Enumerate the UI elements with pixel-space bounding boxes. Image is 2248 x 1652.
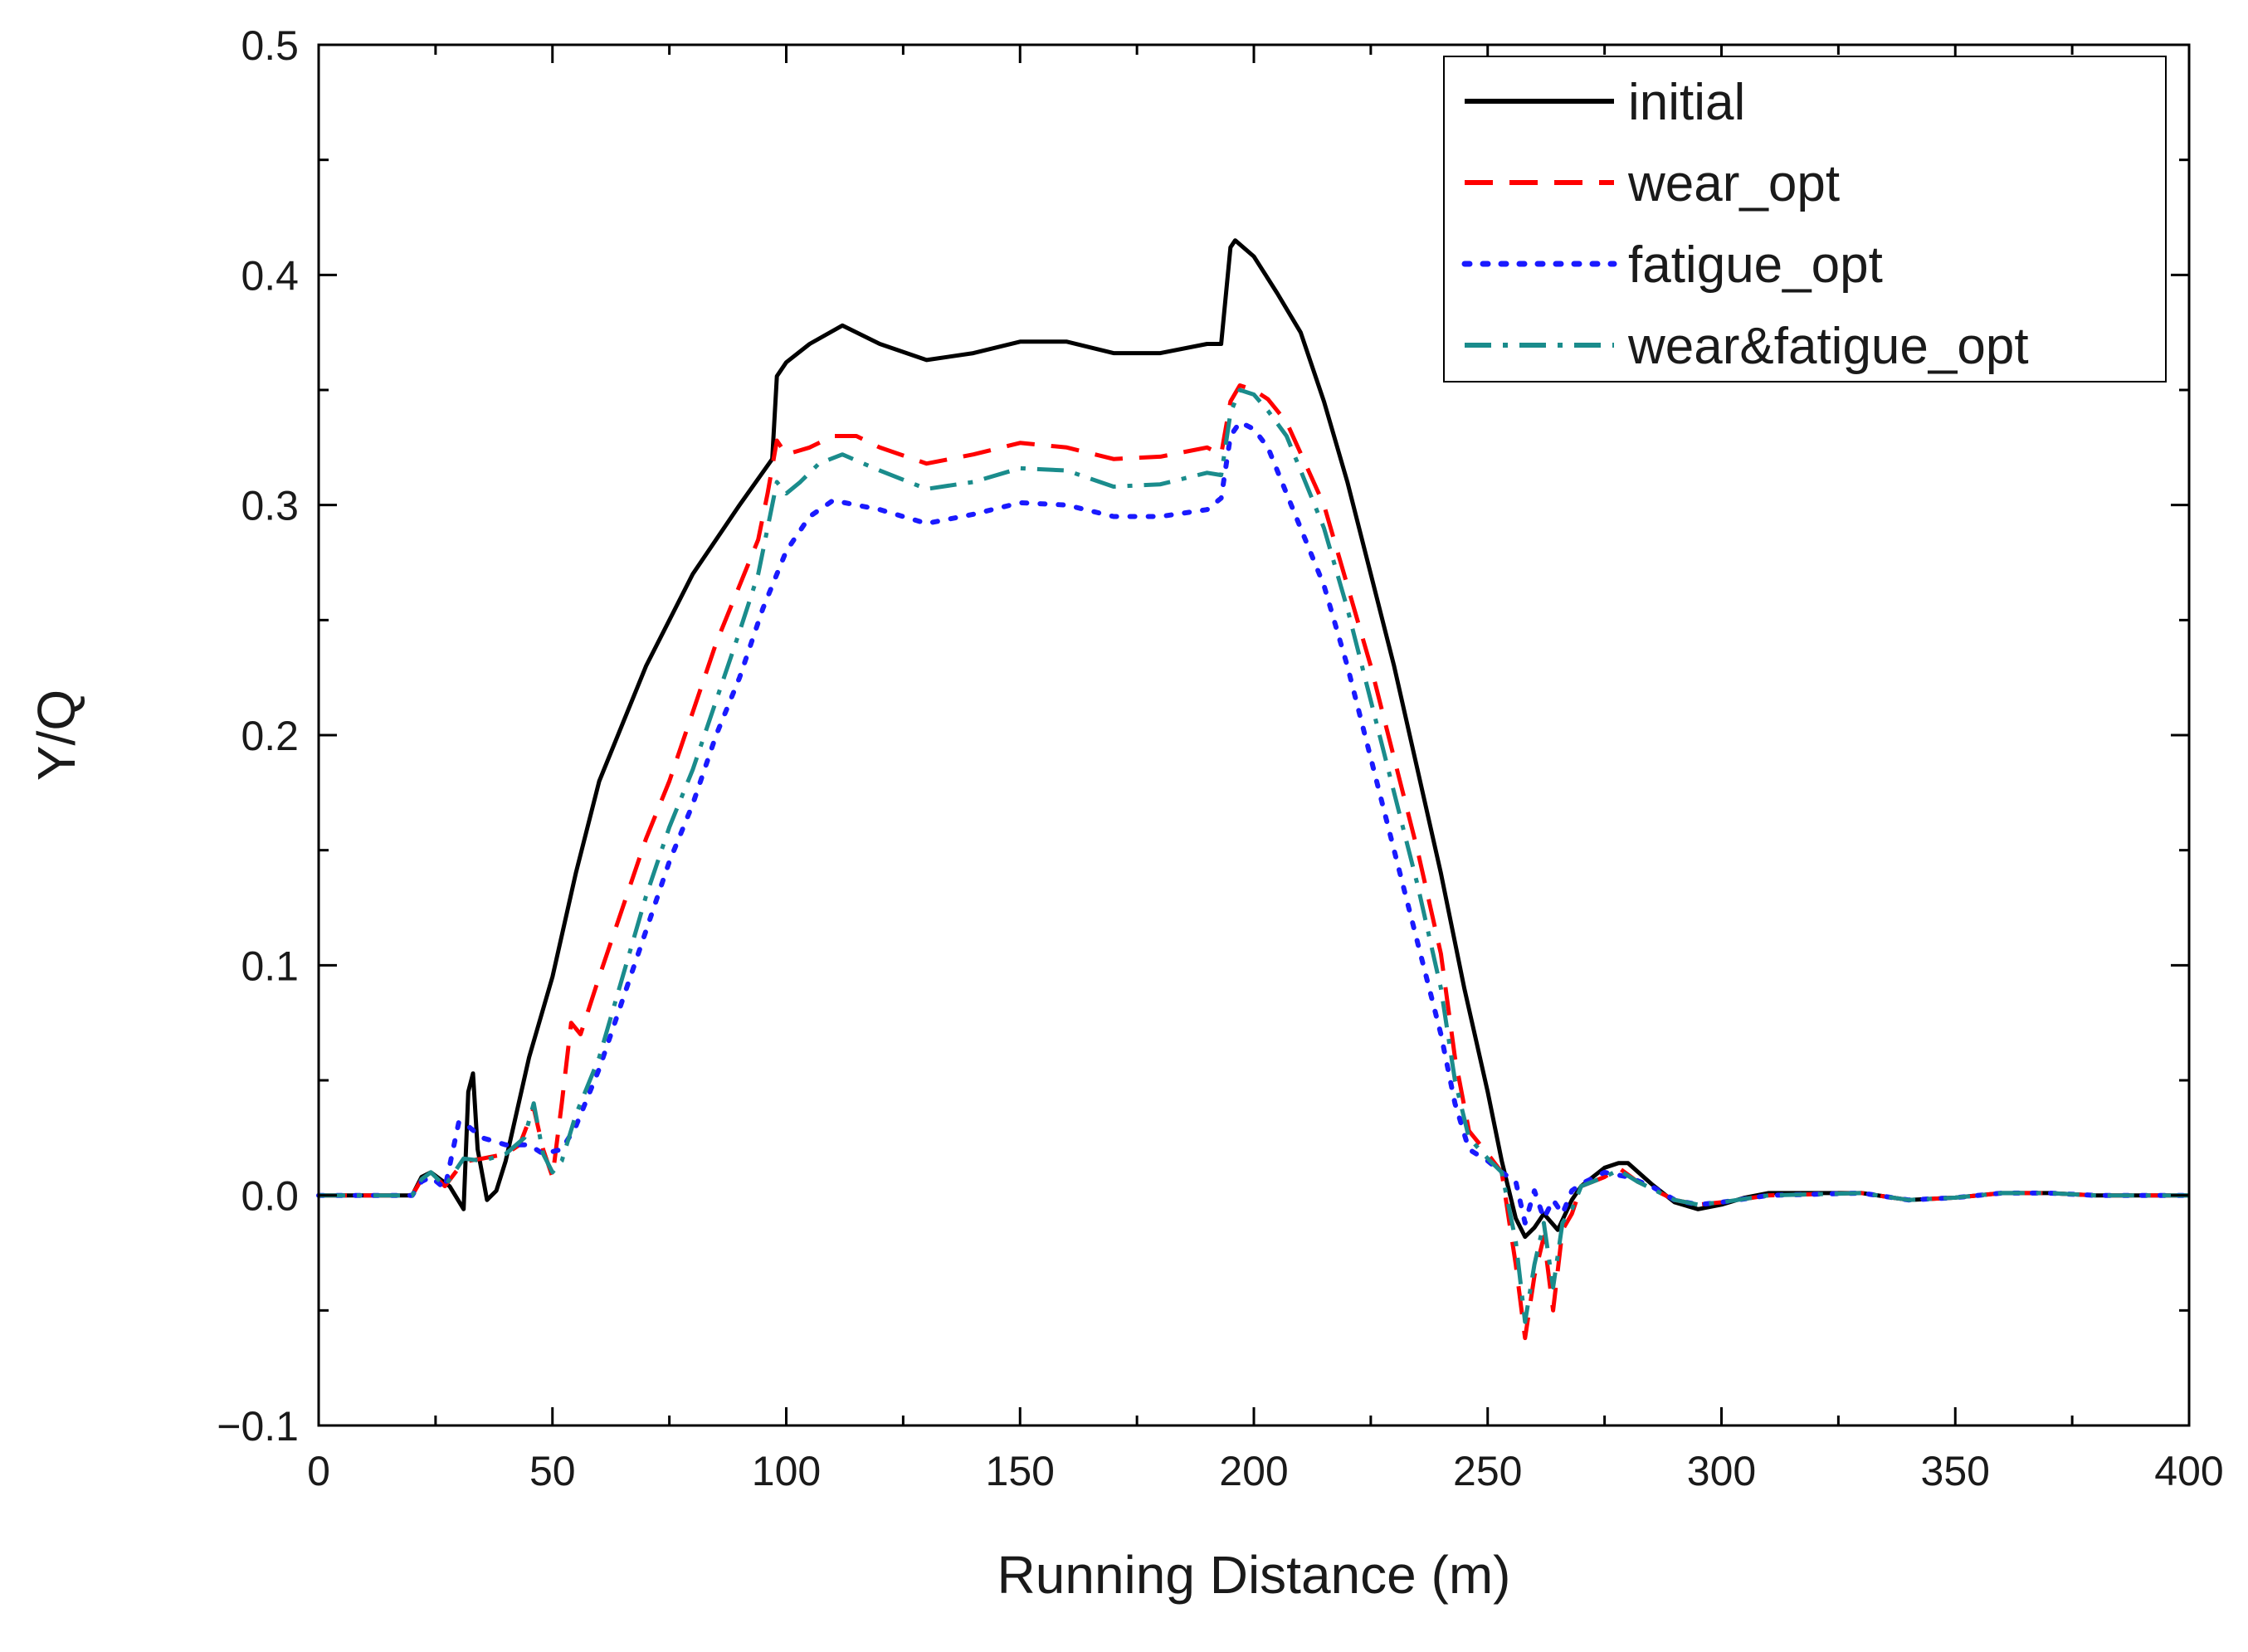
legend-label: fatigue_opt: [1628, 236, 1883, 294]
y-tick-label: 0.3: [241, 483, 299, 529]
series-line-1: [319, 383, 2189, 1341]
legend-items: initial wear_opt fatigue_opt wear&fatigue_o…: [1461, 74, 2029, 375]
legend-label: wear&fatigue_opt: [1627, 318, 2029, 375]
x-tick-label: 150: [986, 1448, 1055, 1494]
x-tick-label: 100: [752, 1448, 821, 1494]
y-tick-label: 0.0: [241, 1173, 299, 1220]
series-line-0: [319, 238, 2189, 1240]
series-layer: [316, 238, 2192, 1341]
y-tick-label: −0.1: [217, 1403, 299, 1450]
x-tick-label: 300: [1687, 1448, 1756, 1494]
legend-box: [1443, 56, 2167, 383]
legend: initial wear_opt fatigue_opt wear&fatigue_o…: [1443, 56, 2167, 383]
x-axis-title: Running Distance (m): [997, 1545, 1511, 1605]
ticks-layer: [317, 43, 2191, 1427]
y-axis-title: Y/Q: [27, 690, 86, 781]
x-tick-label: 0: [307, 1448, 330, 1494]
x-tick-label: 200: [1219, 1448, 1288, 1494]
y-tick-label: 0.2: [241, 713, 299, 759]
y-tick-label: 0.1: [241, 943, 299, 989]
tick-labels-layer: 0 50 100 150 200 250 300 350 400 −0.1 0.0 0.1 0.2 0.3…: [217, 22, 2223, 1494]
legend-label: wear_opt: [1627, 155, 1840, 212]
x-tick-label: 50: [529, 1448, 576, 1494]
legend-label: initial: [1628, 74, 1745, 131]
y-tick-label: 0.5: [241, 22, 299, 69]
x-tick-label: 250: [1453, 1448, 1522, 1494]
y-tick-label: 0.4: [241, 252, 299, 299]
series-line-2: [316, 419, 2192, 1226]
series-line-3: [319, 387, 2189, 1324]
x-tick-label: 350: [1921, 1448, 1990, 1494]
x-tick-label: 400: [2154, 1448, 2223, 1494]
